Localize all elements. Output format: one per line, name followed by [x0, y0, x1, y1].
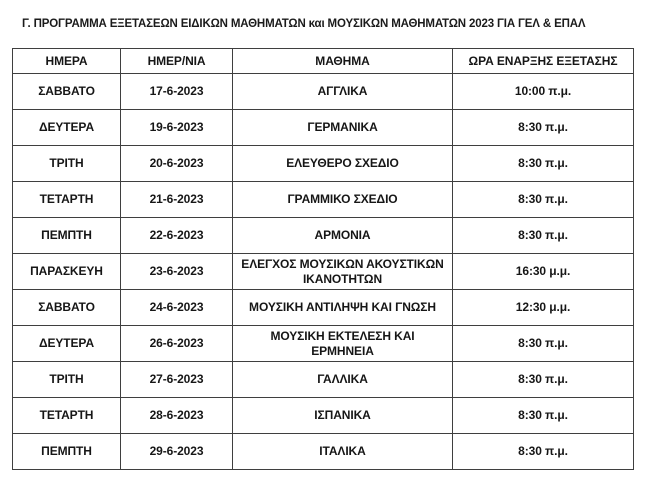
cell-day: ΣΑΒΒΑΤΟ — [12, 73, 121, 110]
cell-day: ΔΕΥΤΕΡΑ — [12, 325, 121, 362]
cell-day: ΤΡΙΤΗ — [12, 145, 121, 182]
cell-subject: ΓΕΡΜΑΝΙΚΑ — [232, 109, 453, 146]
table-row: ΔΕΥΤΕΡΑ 19-6-2023 ΓΕΡΜΑΝΙΚΑ 8:30 π.μ. — [12, 109, 634, 146]
table-row: ΤΕΤΑΡΤΗ 21-6-2023 ΓΡΑΜΜΙΚΟ ΣΧΕΔΙΟ 8:30 π.μ. — [12, 181, 634, 218]
cell-time: 8:30 π.μ. — [452, 217, 634, 254]
cell-subject: ΜΟΥΣΙΚΗ ΕΚΤΕΛΕΣΗ ΚΑΙ ΕΡΜΗΝΕΙΑ — [232, 325, 453, 362]
table-row: ΠΑΡΑΣΚΕΥΗ 23-6-2023 ΕΛΕΓΧΟΣ ΜΟΥΣΙΚΩΝ ΑΚΟΥΣ… — [12, 253, 634, 290]
table-row: ΠΕΜΠΤΗ 22-6-2023 ΑΡΜΟΝΙΑ 8:30 π.μ. — [12, 217, 634, 254]
cell-time: 8:30 π.μ. — [452, 361, 634, 398]
cell-time: 10:00 π.μ. — [452, 73, 634, 110]
column-header-date: ΗΜΕΡ/ΝΙΑ — [120, 48, 233, 74]
cell-day: ΠΕΜΠΤΗ — [12, 217, 121, 254]
cell-time: 12:30 μ.μ. — [452, 289, 634, 326]
column-header-subject: ΜΑΘΗΜΑ — [232, 48, 453, 74]
exam-schedule-table: ΗΜΕΡΑ ΗΜΕΡ/ΝΙΑ ΜΑΘΗΜΑ ΩΡΑ ΕΝΑΡΞΗΣ ΕΞΕΤΑΣ… — [12, 48, 634, 470]
cell-subject: ΙΣΠΑΝΙΚΑ — [232, 397, 453, 434]
cell-date: 21-6-2023 — [120, 181, 233, 218]
cell-day: ΠΑΡΑΣΚΕΥΗ — [12, 253, 121, 290]
cell-subject: ΓΡΑΜΜΙΚΟ ΣΧΕΔΙΟ — [232, 181, 453, 218]
table-header-row: ΗΜΕΡΑ ΗΜΕΡ/ΝΙΑ ΜΑΘΗΜΑ ΩΡΑ ΕΝΑΡΞΗΣ ΕΞΕΤΑΣ… — [12, 48, 634, 74]
cell-day: ΤΡΙΤΗ — [12, 361, 121, 398]
cell-subject: ΕΛΕΥΘΕΡΟ ΣΧΕΔΙΟ — [232, 145, 453, 182]
cell-time: 8:30 π.μ. — [452, 109, 634, 146]
table-row: ΣΑΒΒΑΤΟ 24-6-2023 ΜΟΥΣΙΚΗ ΑΝΤΙΛΗΨΗ ΚΑΙ ΓΝΩ… — [12, 289, 634, 326]
cell-date: 20-6-2023 — [120, 145, 233, 182]
cell-time: 8:30 π.μ. — [452, 325, 634, 362]
table-row: ΤΡΙΤΗ 20-6-2023 ΕΛΕΥΘΕΡΟ ΣΧΕΔΙΟ 8:30 π.μ. — [12, 145, 634, 182]
table-body: ΣΑΒΒΑΤΟ 17-6-2023 ΑΓΓΛΙΚΑ 10:00 π.μ. ΔΕΥΤΕΡΑ… — [12, 73, 634, 470]
cell-day: ΣΑΒΒΑΤΟ — [12, 289, 121, 326]
cell-date: 29-6-2023 — [120, 433, 233, 470]
cell-date: 27-6-2023 — [120, 361, 233, 398]
cell-subject: ΑΡΜΟΝΙΑ — [232, 217, 453, 254]
cell-day: ΠΕΜΠΤΗ — [12, 433, 121, 470]
cell-time: 16:30 μ.μ. — [452, 253, 634, 290]
cell-day: ΤΕΤΑΡΤΗ — [12, 397, 121, 434]
cell-date: 28-6-2023 — [120, 397, 233, 434]
cell-subject: ΑΓΓΛΙΚΑ — [232, 73, 453, 110]
cell-date: 22-6-2023 — [120, 217, 233, 254]
table-row: ΣΑΒΒΑΤΟ 17-6-2023 ΑΓΓΛΙΚΑ 10:00 π.μ. — [12, 73, 634, 110]
cell-day: ΤΕΤΑΡΤΗ — [12, 181, 121, 218]
cell-subject: ΙΤΑΛΙΚΑ — [232, 433, 453, 470]
cell-date: 26-6-2023 — [120, 325, 233, 362]
table-row: ΠΕΜΠΤΗ 29-6-2023 ΙΤΑΛΙΚΑ 8:30 π.μ. — [12, 433, 634, 470]
cell-subject: ΜΟΥΣΙΚΗ ΑΝΤΙΛΗΨΗ ΚΑΙ ΓΝΩΣΗ — [232, 289, 453, 326]
column-header-time: ΩΡΑ ΕΝΑΡΞΗΣ ΕΞΕΤΑΣΗΣ — [452, 48, 634, 74]
cell-time: 8:30 π.μ. — [452, 181, 634, 218]
cell-subject: ΕΛΕΓΧΟΣ ΜΟΥΣΙΚΩΝ ΑΚΟΥΣΤΙΚΩΝ ΙΚΑΝΟΤΗΤΩΝ — [232, 253, 453, 290]
cell-time: 8:30 π.μ. — [452, 145, 634, 182]
cell-day: ΔΕΥΤΕΡΑ — [12, 109, 121, 146]
table-row: ΤΕΤΑΡΤΗ 28-6-2023 ΙΣΠΑΝΙΚΑ 8:30 π.μ. — [12, 397, 634, 434]
cell-date: 17-6-2023 — [120, 73, 233, 110]
column-header-day: ΗΜΕΡΑ — [12, 48, 121, 74]
table-row: ΔΕΥΤΕΡΑ 26-6-2023 ΜΟΥΣΙΚΗ ΕΚΤΕΛΕΣΗ ΚΑΙ ΕΡΜ… — [12, 325, 634, 362]
cell-subject: ΓΑΛΛΙΚΑ — [232, 361, 453, 398]
cell-time: 8:30 π.μ. — [452, 433, 634, 470]
page-title: Γ. ΠΡΟΓΡΑΜΜΑ ΕΞΕΤΑΣΕΩΝ ΕΙΔΙΚΩΝ ΜΑΘΗΜΑΤΩΝ… — [22, 18, 586, 30]
cell-time: 8:30 π.μ. — [452, 397, 634, 434]
table-row: ΤΡΙΤΗ 27-6-2023 ΓΑΛΛΙΚΑ 8:30 π.μ. — [12, 361, 634, 398]
cell-date: 23-6-2023 — [120, 253, 233, 290]
cell-date: 19-6-2023 — [120, 109, 233, 146]
cell-date: 24-6-2023 — [120, 289, 233, 326]
